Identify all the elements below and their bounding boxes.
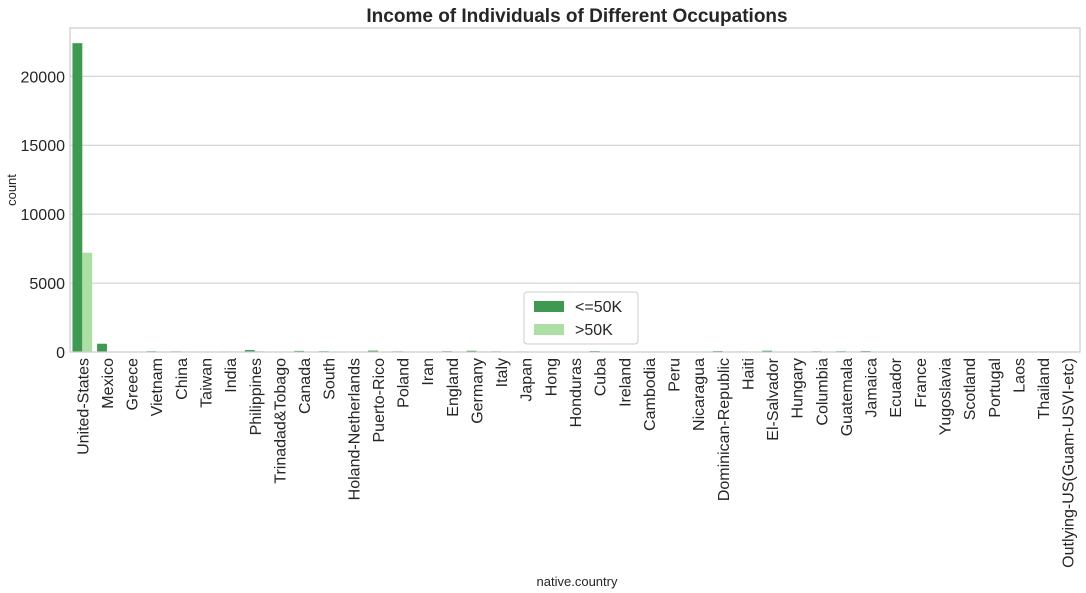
y-tick-label: 0 (56, 345, 65, 362)
y-axis-label: count (4, 174, 19, 206)
x-tick-labels: United-States Mexico Greece Vietnam China Tai… (75, 357, 1077, 568)
x-tick-label: Greece (125, 358, 142, 411)
bar (97, 343, 107, 352)
x-tick-label: Ireland (617, 358, 634, 407)
y-tick-label: 15000 (21, 138, 66, 155)
y-tick-label: 20000 (21, 69, 66, 86)
y-tick-label: 10000 (21, 207, 66, 224)
chart-title: Income of Individuals of Different Occup… (366, 6, 787, 27)
x-tick-label: Outlying-US(Guam-USVI-etc) (1061, 358, 1078, 568)
x-tick-label: Cambodia (642, 358, 659, 431)
x-tick-label: China (174, 358, 191, 400)
x-tick-label: Cuba (593, 358, 610, 396)
x-tick-label: South (322, 358, 339, 400)
x-tick-label: Honduras (568, 358, 585, 427)
x-tick-label: Trinadad&Tobago (272, 358, 289, 484)
bar (72, 43, 83, 353)
bar (762, 350, 773, 352)
bar (244, 350, 255, 352)
x-tick-label: Canada (297, 358, 314, 414)
x-tick-label: Columbia (814, 358, 831, 426)
legend-swatch-gt50k (534, 324, 564, 335)
bar (466, 350, 477, 352)
y-tick-label: 5000 (29, 276, 65, 293)
x-tick-label: Thailand (1036, 358, 1053, 419)
x-axis-label: native.country (537, 574, 618, 589)
plot-frame (69, 27, 1081, 353)
x-tick-label: Hungary (790, 358, 807, 418)
bar (82, 252, 93, 352)
legend-label-le50k: <=50K (575, 299, 622, 316)
x-tick-label: France (913, 358, 930, 408)
x-tick-label: Vietnam (149, 358, 166, 416)
x-tick-label: England (445, 358, 462, 417)
x-tick-label: Peru (667, 358, 684, 392)
x-tick-label: Jamaica (864, 358, 881, 418)
legend: <=50K >50K (523, 291, 639, 345)
x-tick-label: Ecuador (888, 357, 905, 417)
x-tick-label: Nicaragua (691, 358, 708, 431)
legend-swatch-le50k (534, 301, 564, 312)
x-tick-label: Hong (543, 358, 560, 396)
x-tick-label: Japan (519, 358, 536, 402)
x-tick-label: India (223, 358, 240, 393)
x-tick-label: Yugoslavia (938, 358, 955, 435)
y-tick-labels: 0 5000 10000 15000 20000 (21, 69, 66, 362)
x-tick-label: Philippines (248, 358, 265, 435)
x-tick-label: Puerto-Rico (371, 358, 388, 443)
x-tick-label: Iran (420, 358, 437, 386)
x-tick-label: Taiwan (198, 358, 215, 408)
x-tick-label: Guatemala (839, 358, 856, 436)
x-tick-label: Portugal (987, 358, 1004, 418)
x-tick-label: Holand-Netherlands (346, 358, 363, 500)
x-tick-label: Poland (396, 358, 413, 408)
bar (368, 350, 378, 352)
x-tick-label: United-States (75, 358, 92, 455)
x-tick-label: Scotland (962, 358, 979, 420)
x-tick-label: Germany (469, 358, 486, 424)
legend-label-gt50k: >50K (575, 322, 613, 339)
x-tick-label: Dominican-Republic (716, 358, 733, 501)
x-tick-label: Haiti (740, 358, 757, 390)
x-tick-label: El-Salvador (765, 357, 782, 440)
x-tick-label: Mexico (100, 358, 117, 409)
x-tick-label: Italy (494, 358, 511, 387)
x-tick-label: Laos (1011, 358, 1028, 393)
